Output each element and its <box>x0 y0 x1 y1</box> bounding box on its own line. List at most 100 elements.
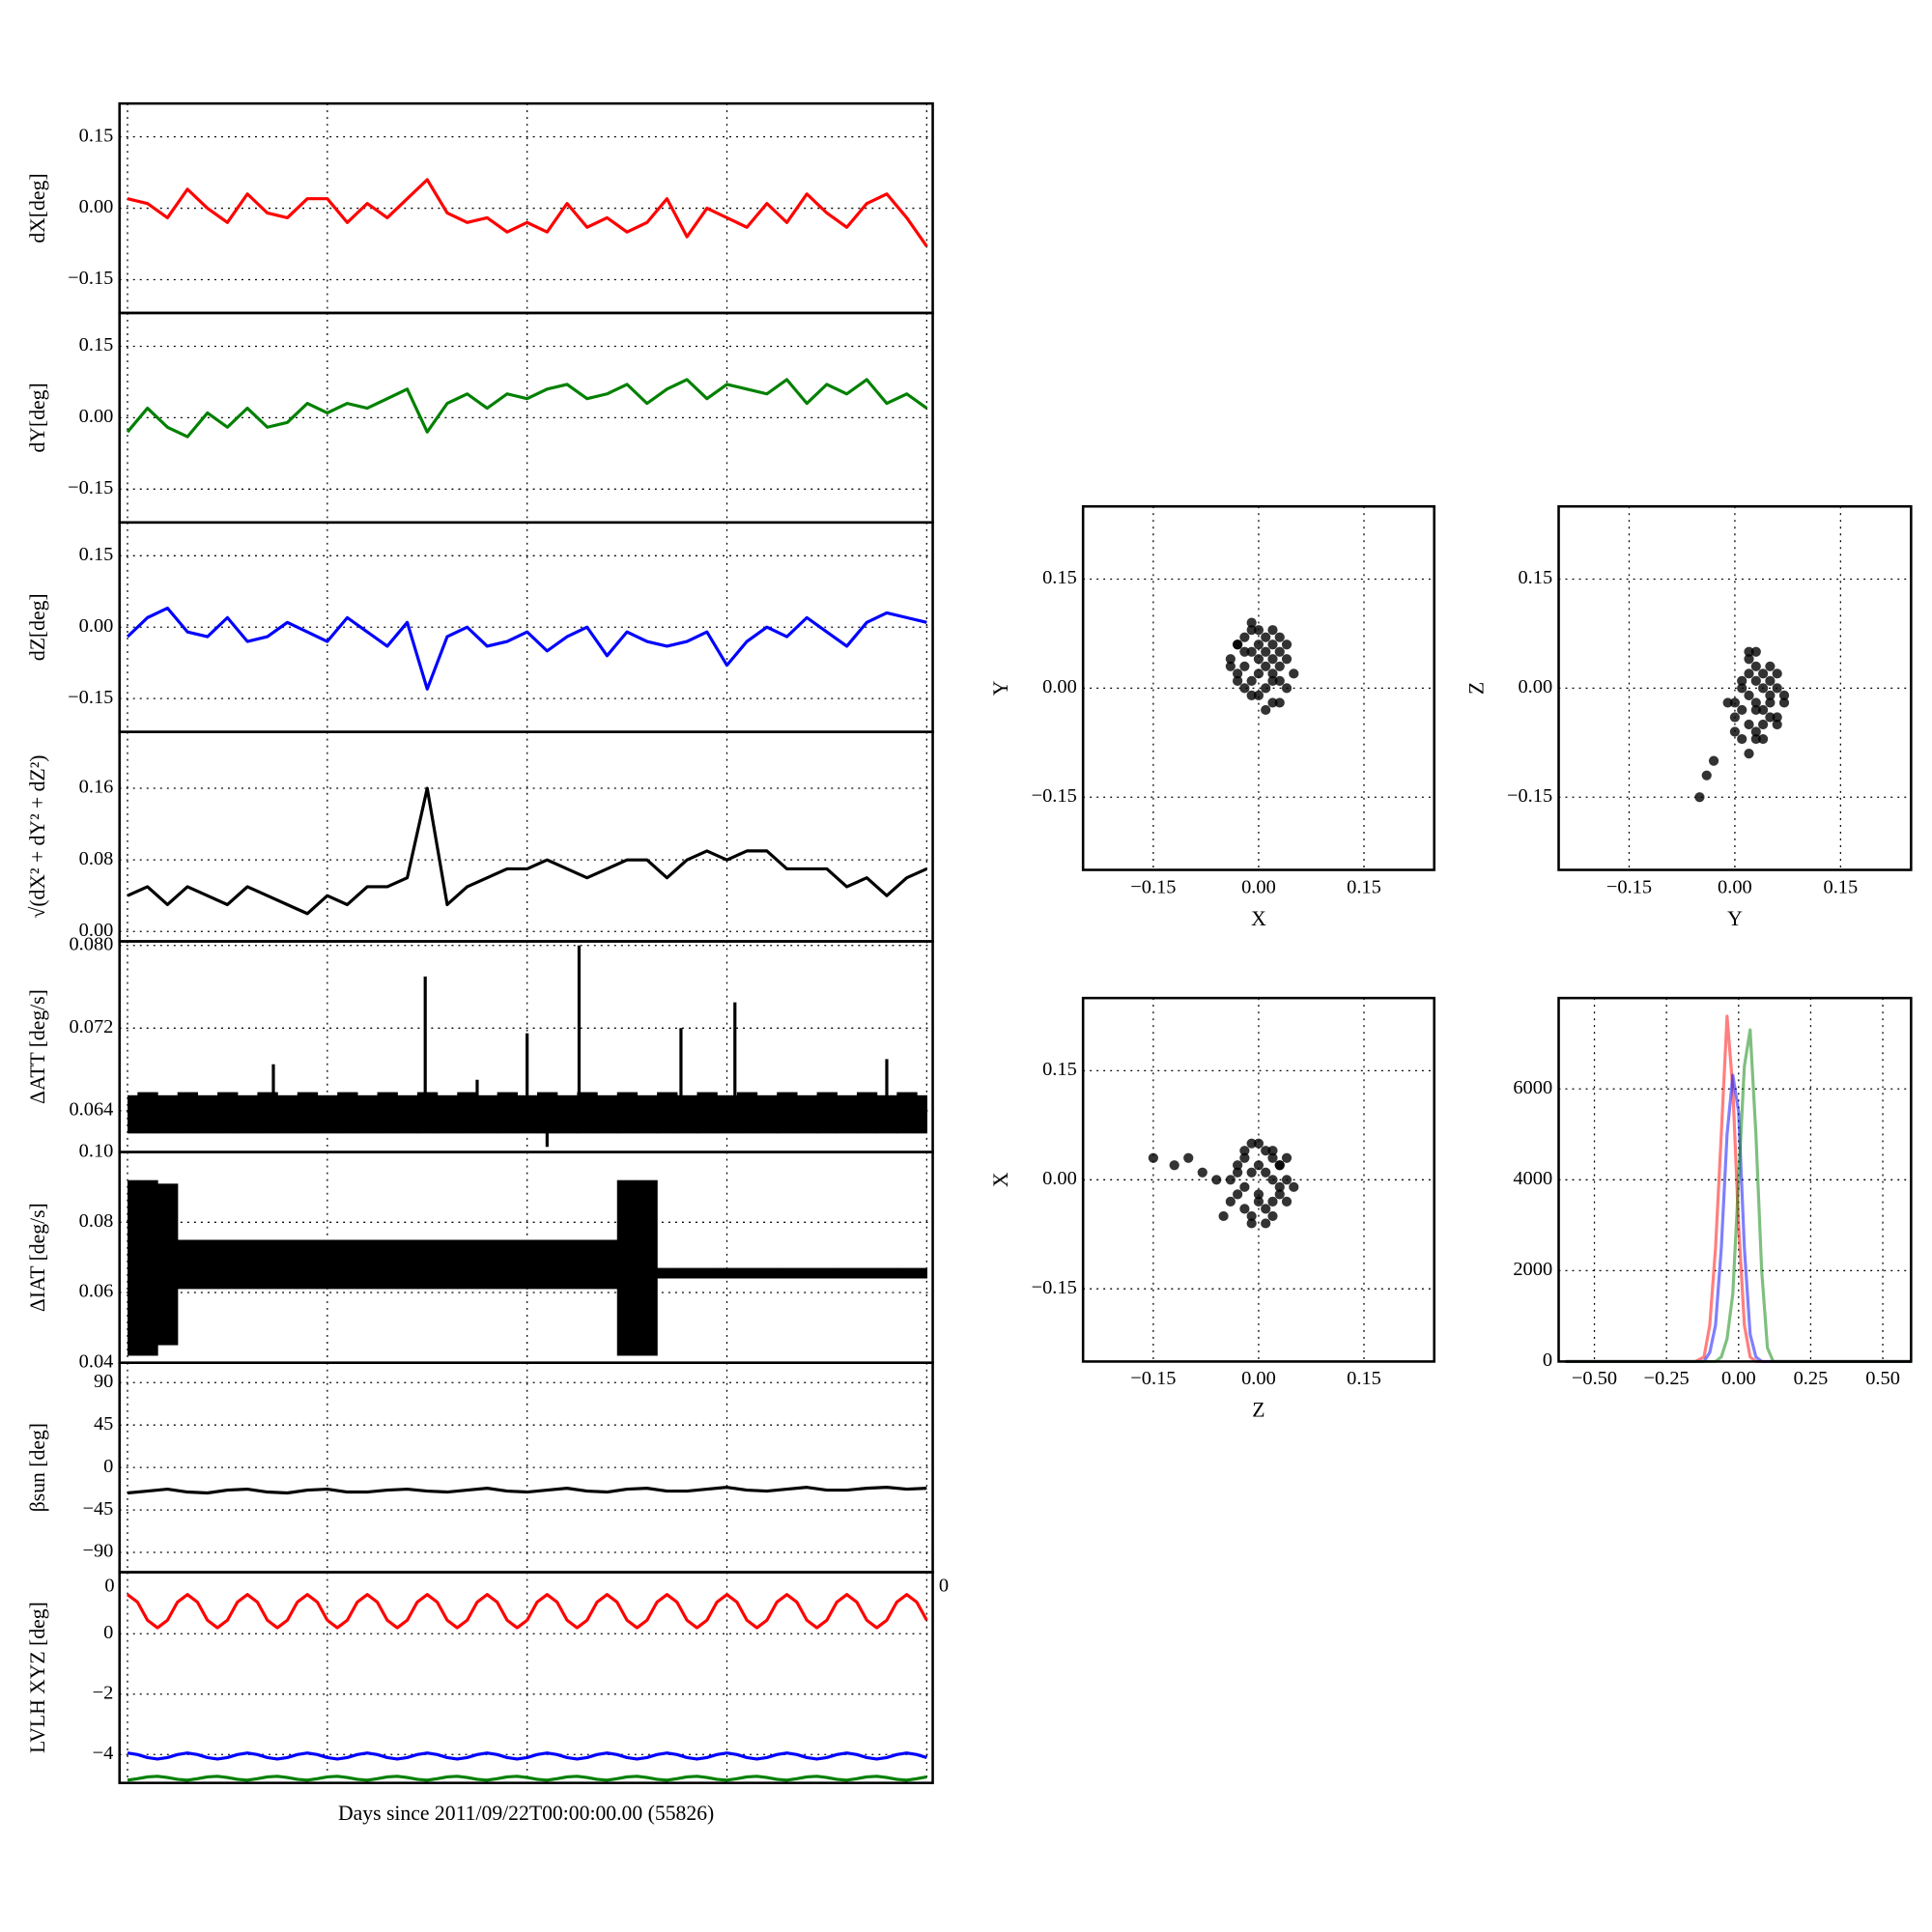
band-segment <box>837 1094 858 1134</box>
scatter-point <box>1281 654 1293 665</box>
y-tick-label: 2000 <box>1513 1259 1552 1280</box>
scatter-point <box>1267 1146 1278 1156</box>
scatter-point <box>1758 719 1769 730</box>
scatter-point <box>1765 661 1776 671</box>
scatter-point <box>1211 1175 1222 1185</box>
corner-label: 0 <box>104 1576 114 1597</box>
band-segment <box>597 1094 618 1134</box>
scatter-point <box>1281 1152 1293 1163</box>
band-segment <box>137 1092 158 1134</box>
y-axis-label: X <box>989 1172 1012 1187</box>
band-segment <box>657 1092 678 1134</box>
scatter-point <box>1281 1196 1293 1207</box>
scatter-point <box>1778 697 1790 708</box>
scatter-point <box>1261 661 1271 671</box>
y-tick-label: 6000 <box>1513 1077 1552 1098</box>
y-axis-label: dY[deg] <box>26 383 49 452</box>
band-segment <box>356 1094 379 1134</box>
x-tick-label: 0.00 <box>1718 876 1752 897</box>
band-segment <box>637 1179 658 1356</box>
band-segment <box>177 1239 199 1290</box>
y-tick-label: 0.00 <box>79 406 114 427</box>
band-segment <box>777 1267 798 1279</box>
band-segment <box>676 1267 698 1279</box>
scatter-point <box>1253 625 1264 636</box>
band-segment <box>717 1267 738 1279</box>
scatter-point <box>1169 1160 1179 1171</box>
axes-frame <box>118 730 934 943</box>
y-axis-label: Y <box>989 680 1012 696</box>
scatter-point <box>1246 646 1257 657</box>
scatter-point <box>1758 733 1769 745</box>
scatter-point <box>1225 1175 1236 1185</box>
x-axis-label: Y <box>1727 907 1743 930</box>
scatter-point <box>1253 668 1264 679</box>
x-tick-label: 0.50 <box>1865 1368 1900 1389</box>
y-tick-label: 0.00 <box>79 920 114 941</box>
band-segment <box>816 1267 838 1279</box>
band-segment <box>896 1267 918 1279</box>
x-tick-label: −0.25 <box>1644 1368 1690 1389</box>
band-segment <box>217 1239 239 1290</box>
scatter-point <box>1729 726 1741 737</box>
scatter-point <box>1267 639 1278 650</box>
band-segment <box>917 1094 927 1134</box>
band-segment <box>837 1267 858 1279</box>
scatter-point <box>1267 1210 1278 1222</box>
scatter-point <box>1261 646 1271 657</box>
scatter-point <box>1729 697 1741 708</box>
band-segment <box>437 1239 458 1290</box>
band-segment <box>616 1179 639 1356</box>
y-tick-label: 0.15 <box>1518 567 1552 588</box>
x-axis-label: X <box>1251 907 1266 930</box>
band-segment <box>237 1094 259 1134</box>
scatter-point <box>1239 661 1250 671</box>
scatter-point <box>1233 675 1243 686</box>
band-segment <box>476 1094 498 1134</box>
scatter-point <box>1246 1210 1257 1222</box>
scatter-point <box>1772 712 1782 723</box>
scatter-point <box>1281 1175 1293 1185</box>
x-axis-label: Z <box>1252 1399 1264 1422</box>
scatter-point <box>1778 690 1790 701</box>
band-segment <box>736 1267 758 1279</box>
corner-label: 0 <box>939 1576 949 1597</box>
band-segment <box>796 1094 818 1134</box>
band-segment <box>777 1092 798 1134</box>
scatter-point <box>1708 755 1719 766</box>
scatter-point <box>1744 654 1754 665</box>
scatter-point <box>1750 726 1761 737</box>
scatter-point <box>1253 690 1264 701</box>
band-segment <box>377 1239 398 1290</box>
y-tick-label: 0 <box>1543 1350 1552 1371</box>
scatter-point <box>1750 704 1761 716</box>
y-axis-label: ΔIAT [deg/s] <box>26 1203 49 1312</box>
y-axis-label: βsun [deg] <box>26 1423 49 1512</box>
y-tick-label: 0.072 <box>69 1016 113 1037</box>
band-segment <box>616 1092 639 1134</box>
x-tick-label: 0.15 <box>1824 876 1859 897</box>
y-tick-label: 0.00 <box>1518 676 1552 697</box>
scatter-point <box>1148 1152 1158 1163</box>
y-tick-label: 0.08 <box>79 848 114 869</box>
axes-frame <box>1557 504 1913 871</box>
y-tick-label: 0.08 <box>79 1210 114 1232</box>
x-tick-label: 0.00 <box>1241 876 1276 897</box>
band-segment <box>556 1094 579 1134</box>
scatter-point <box>1253 654 1264 665</box>
series-line <box>127 1486 927 1495</box>
band-segment <box>277 1239 298 1290</box>
axes-frame <box>1557 996 1913 1363</box>
band-segment <box>317 1239 338 1290</box>
scatter-point <box>1267 1196 1278 1207</box>
band-segment <box>437 1094 458 1134</box>
band-segment <box>127 1094 138 1134</box>
y-tick-label: 4000 <box>1513 1168 1552 1189</box>
band-segment <box>896 1092 918 1134</box>
series-line <box>127 178 928 247</box>
y-tick-label: −4 <box>93 1743 114 1764</box>
band-segment <box>856 1267 878 1279</box>
scatter-point <box>1758 704 1769 716</box>
band-segment <box>297 1239 319 1290</box>
y-tick-label: 0.15 <box>79 334 114 355</box>
